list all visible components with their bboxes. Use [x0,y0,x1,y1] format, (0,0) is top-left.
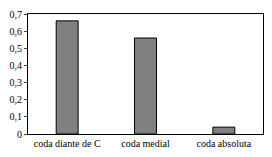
svg-text:coda absoluta: coda absoluta [196,138,251,149]
svg-text:0,2: 0,2 [10,94,23,105]
svg-text:0,5: 0,5 [10,43,23,54]
svg-text:0,3: 0,3 [10,77,23,88]
svg-text:0,7: 0,7 [10,9,23,20]
svg-text:coda diante de C: coda diante de C [34,138,101,149]
svg-text:0,6: 0,6 [10,26,23,37]
svg-text:0,1: 0,1 [10,111,23,122]
svg-text:coda medial: coda medial [121,138,170,149]
svg-text:0,4: 0,4 [10,60,23,71]
svg-text:0: 0 [17,129,22,140]
